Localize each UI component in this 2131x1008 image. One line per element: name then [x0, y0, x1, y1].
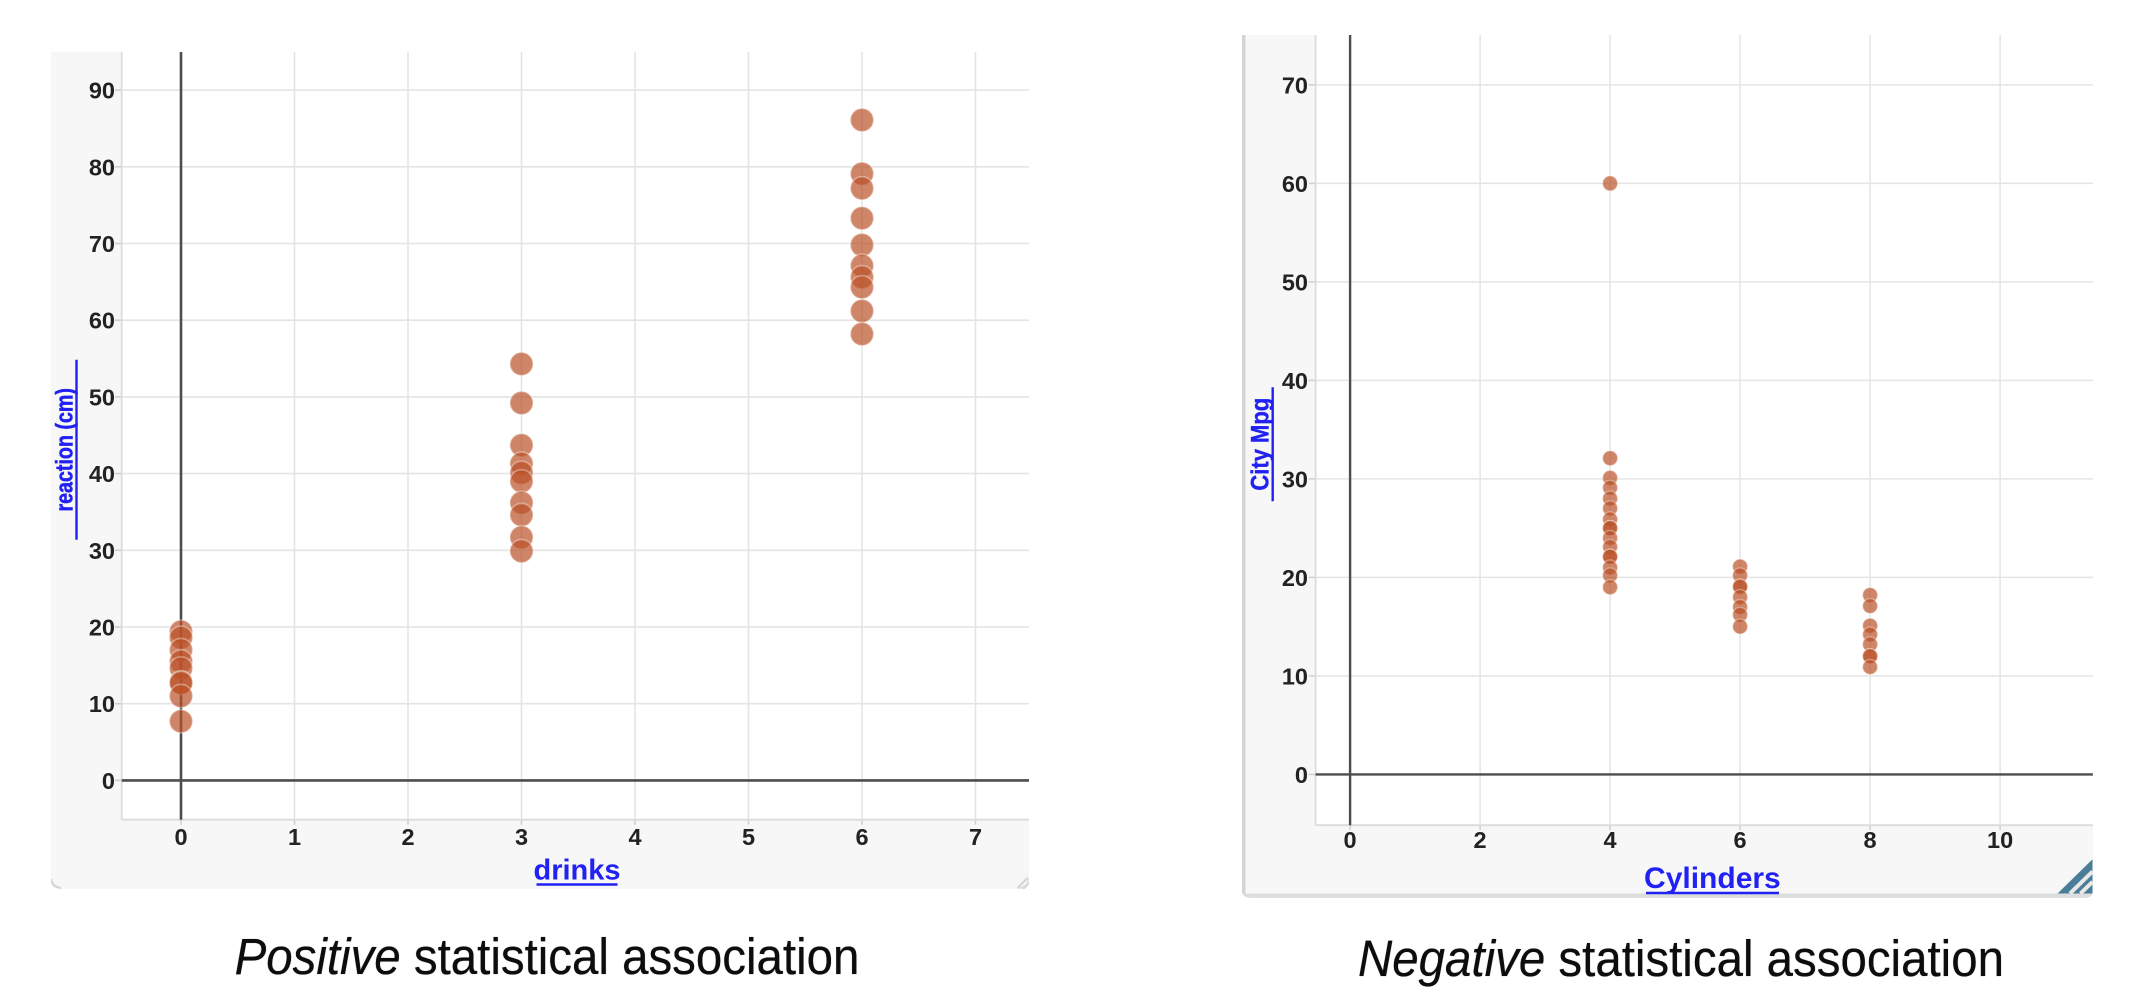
svg-text:30: 30 [1282, 466, 1308, 492]
svg-text:10: 10 [1282, 663, 1308, 689]
svg-text:City Mpg: City Mpg [1246, 398, 1274, 491]
svg-text:50: 50 [1282, 269, 1308, 295]
svg-text:70: 70 [88, 231, 114, 257]
svg-text:3: 3 [514, 824, 527, 850]
svg-text:4: 4 [628, 824, 641, 850]
svg-text:10: 10 [88, 691, 114, 717]
svg-text:6: 6 [1734, 827, 1747, 853]
svg-text:1: 1 [287, 824, 300, 850]
svg-text:0: 0 [1295, 762, 1308, 788]
svg-text:Cylinders: Cylinders [1644, 862, 1781, 895]
svg-text:0: 0 [1344, 827, 1357, 853]
svg-text:8: 8 [1864, 827, 1877, 853]
svg-text:2: 2 [1474, 827, 1487, 853]
svg-text:20: 20 [88, 615, 114, 641]
svg-text:80: 80 [88, 154, 114, 180]
svg-text:0: 0 [101, 768, 114, 794]
svg-text:drinks: drinks [533, 855, 620, 887]
svg-text:50: 50 [88, 384, 114, 410]
svg-text:5: 5 [741, 824, 754, 850]
svg-text:reaction (cm): reaction (cm) [51, 388, 78, 512]
svg-text:20: 20 [1282, 565, 1308, 591]
svg-text:30: 30 [88, 538, 114, 564]
svg-text:2: 2 [401, 824, 414, 850]
svg-text:10: 10 [1987, 827, 2013, 853]
svg-text:60: 60 [88, 308, 114, 334]
svg-text:90: 90 [88, 78, 114, 104]
svg-text:7: 7 [968, 824, 981, 850]
svg-text:6: 6 [855, 824, 868, 850]
svg-text:60: 60 [1282, 171, 1308, 197]
svg-text:40: 40 [1282, 368, 1308, 394]
svg-text:4: 4 [1604, 827, 1617, 853]
svg-text:70: 70 [1282, 72, 1308, 98]
svg-text:40: 40 [88, 461, 114, 487]
svg-text:0: 0 [174, 824, 187, 850]
